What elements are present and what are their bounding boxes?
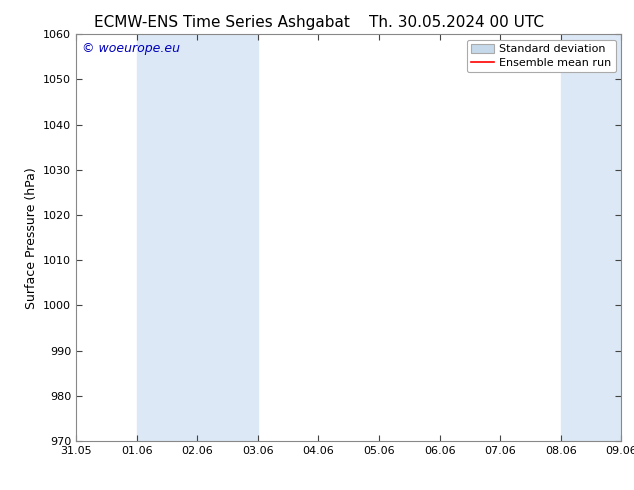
Legend: Standard deviation, Ensemble mean run: Standard deviation, Ensemble mean run bbox=[467, 40, 616, 73]
Text: © woeurope.eu: © woeurope.eu bbox=[82, 43, 179, 55]
Bar bbox=[560, 34, 621, 441]
Text: ECMW-ENS Time Series Ashgabat: ECMW-ENS Time Series Ashgabat bbox=[94, 15, 350, 30]
Y-axis label: Surface Pressure (hPa): Surface Pressure (hPa) bbox=[25, 167, 37, 309]
Bar bbox=[137, 34, 258, 441]
Text: Th. 30.05.2024 00 UTC: Th. 30.05.2024 00 UTC bbox=[369, 15, 544, 30]
